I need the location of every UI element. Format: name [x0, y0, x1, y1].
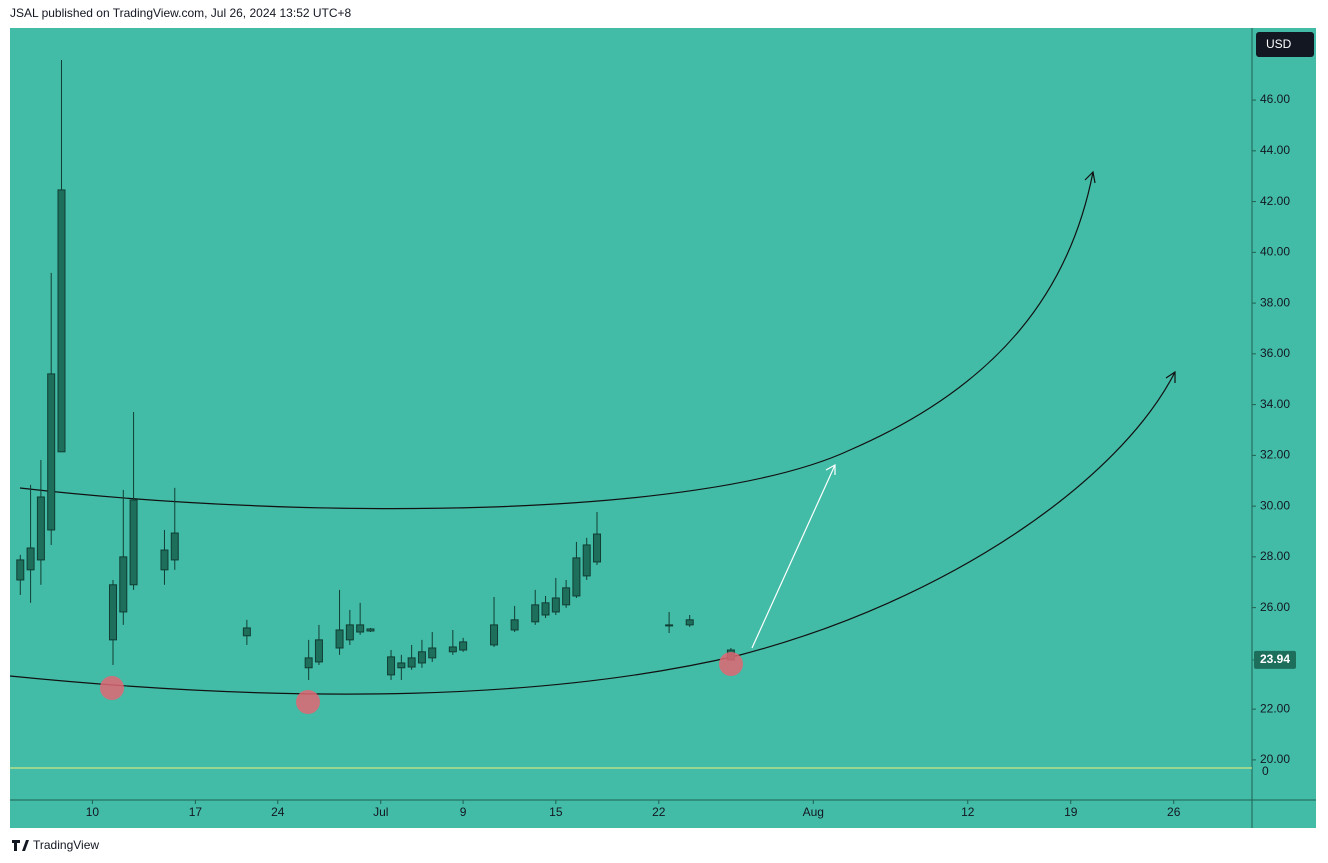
lower-curve [9, 371, 1176, 695]
candle-body [459, 641, 468, 651]
candle-body [510, 619, 519, 631]
footer-bar [0, 830, 1328, 863]
circle [719, 652, 743, 676]
y-tick-label: 32.00 [1260, 448, 1290, 462]
candle-body [448, 646, 457, 653]
candle-body [345, 624, 354, 641]
candle-body [160, 549, 169, 571]
candle-body [314, 639, 323, 663]
candle-body [593, 533, 602, 563]
x-tick-label: Jul [373, 805, 388, 819]
x-tick-label: Aug [803, 805, 824, 819]
candle-body [428, 647, 437, 659]
x-tick-label: 17 [189, 805, 203, 819]
candle-body [572, 557, 581, 597]
footer-logo [12, 840, 29, 851]
x-tick-label: 24 [271, 805, 285, 819]
candle-body [57, 189, 66, 453]
candle-body [47, 373, 56, 531]
candle-body [356, 624, 365, 633]
candle-body [582, 544, 591, 577]
candle-body [407, 657, 416, 668]
last-price-label: 23.94 [1260, 652, 1290, 666]
footer-text: TradingView [33, 838, 99, 852]
candle-body [665, 624, 674, 627]
y-tick-label: 22.00 [1260, 701, 1290, 715]
upper-curve [19, 171, 1094, 510]
candle-body [531, 604, 540, 623]
y-tick-label: 26.00 [1260, 600, 1290, 614]
candle-body [335, 629, 344, 649]
candle-body [397, 662, 406, 669]
highlight-circles [100, 652, 743, 714]
candle-body [119, 556, 128, 613]
y-tick-label: 28.00 [1260, 549, 1290, 563]
arrow-head [1084, 170, 1096, 184]
y-tick-label: 42.00 [1260, 194, 1290, 208]
y-tick-label: 36.00 [1260, 346, 1290, 360]
x-tick-label: 9 [460, 805, 467, 819]
x-tick-label: 26 [1167, 805, 1181, 819]
candle-body [129, 499, 138, 586]
x-tick-label: 10 [86, 805, 100, 819]
circle [296, 690, 320, 714]
candles [16, 59, 735, 680]
x-tick-label: 15 [549, 805, 563, 819]
candle-body [304, 657, 313, 669]
candle-body [490, 624, 499, 646]
candle-body [170, 532, 179, 561]
y-tick-label: 38.00 [1260, 295, 1290, 309]
circle [100, 676, 124, 700]
header: JSAL published on TradingView.com, Jul 2… [10, 6, 352, 20]
drawings [9, 170, 1176, 695]
x-tick-label: 22 [652, 805, 666, 819]
plot-background [10, 28, 1316, 828]
y-tick-label: 34.00 [1260, 397, 1290, 411]
y-tick-label: 46.00 [1260, 92, 1290, 106]
arrow-head [1165, 370, 1176, 383]
candle-body [242, 627, 251, 637]
y-tick-label: 44.00 [1260, 143, 1290, 157]
candle-body [366, 628, 375, 632]
candle-body [562, 587, 571, 606]
y-tick-label: 20.00 [1260, 752, 1290, 766]
y-tick-label: 30.00 [1260, 498, 1290, 512]
x-tick-label: 12 [961, 805, 975, 819]
candle-body [417, 651, 426, 664]
x-tick-label: 19 [1064, 805, 1078, 819]
last-price-box [1254, 650, 1296, 669]
candle-body [551, 597, 560, 613]
currency-box [1256, 32, 1314, 57]
candle-body [685, 619, 694, 626]
white-arrow [751, 463, 836, 649]
candle-body [26, 547, 35, 571]
indicator-tick-label: 0 [1262, 764, 1269, 778]
candle-body [541, 602, 550, 616]
candle-body [16, 559, 25, 581]
currency-label: USD [1266, 37, 1292, 51]
candle-body [387, 656, 396, 676]
y-tick-label: 40.00 [1260, 245, 1290, 259]
candle-body [36, 496, 45, 561]
candle-body [108, 584, 117, 641]
